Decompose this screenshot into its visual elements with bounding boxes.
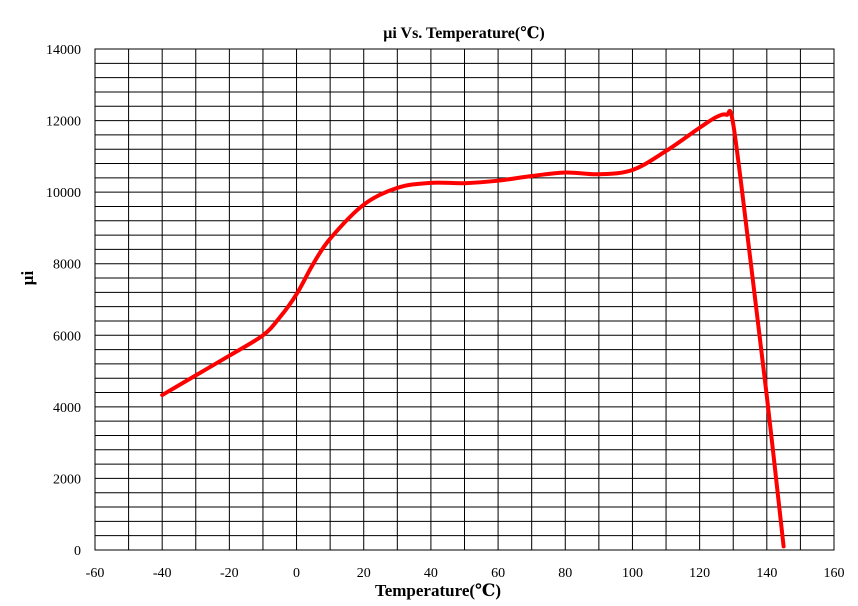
y-tick-labels: 0 2000 4000 6000 8000 10000 12000 14000 [46, 43, 81, 559]
x-tick-label: 60 [491, 566, 505, 581]
x-tick-label: -20 [220, 566, 239, 581]
x-tick-label: 160 [824, 566, 845, 581]
y-tick-label: 14000 [46, 43, 81, 58]
x-tick-label: 120 [689, 566, 710, 581]
x-tick-label: 0 [293, 566, 300, 581]
y-axis-label: μi [18, 271, 37, 286]
x-tick-labels: -60 -40 -20 0 20 40 60 80 100 120 140 160 [86, 566, 845, 581]
x-tick-label: -40 [153, 566, 172, 581]
x-tick-label: 20 [357, 566, 371, 581]
y-tick-label: 0 [74, 544, 81, 559]
grid-lines [94, 48, 835, 551]
x-axis-label: Temperature(℃) [375, 581, 501, 600]
x-tick-label: 80 [558, 566, 572, 581]
x-tick-label: 100 [622, 566, 643, 581]
y-tick-label: 8000 [53, 258, 81, 273]
plot-area-frame [94, 48, 835, 551]
x-tick-label: 40 [424, 566, 438, 581]
x-tick-label: -60 [86, 566, 105, 581]
series-lines [160, 109, 786, 549]
y-tick-label: 4000 [53, 401, 81, 416]
y-tick-label: 2000 [53, 472, 81, 487]
y-tick-label: 12000 [46, 115, 81, 130]
y-tick-label: 10000 [46, 186, 81, 201]
y-tick-label: 6000 [53, 329, 81, 344]
series-line [160, 109, 786, 549]
x-tick-label: 140 [756, 566, 777, 581]
chart-title: μi Vs. Temperature(℃) [383, 25, 544, 42]
